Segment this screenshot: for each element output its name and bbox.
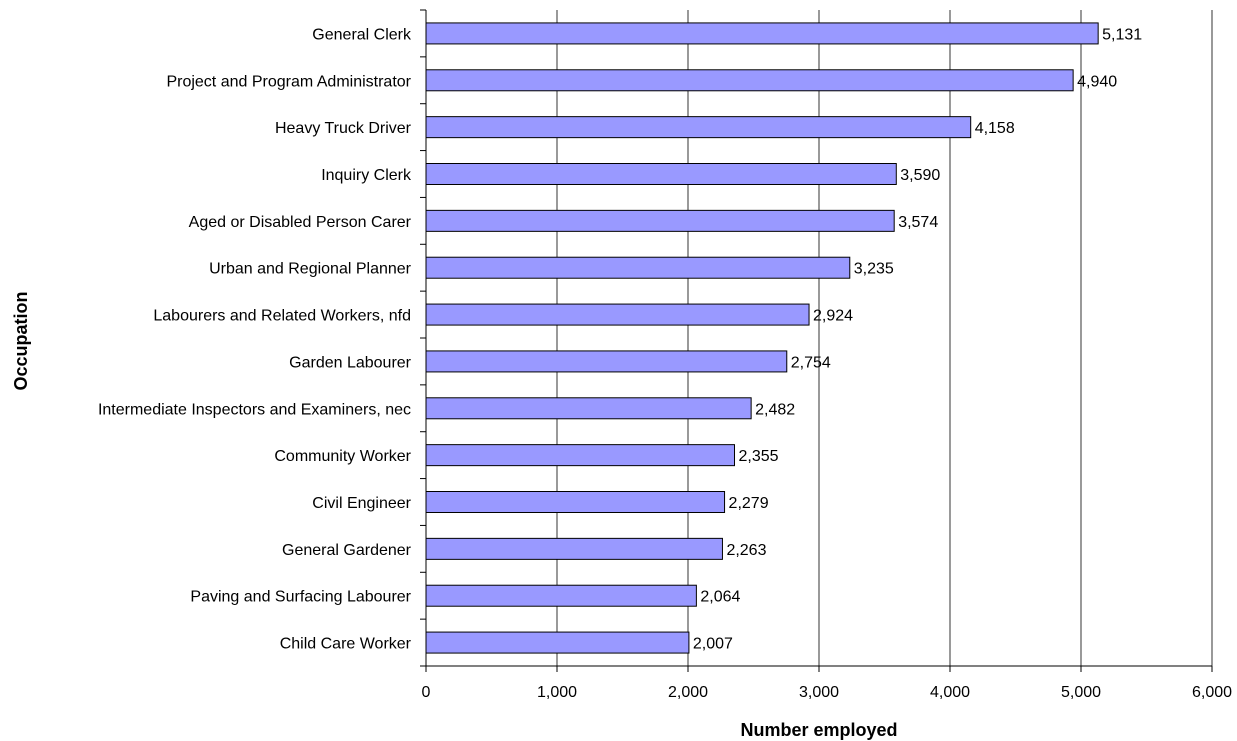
category-label: Child Care Worker <box>280 636 412 653</box>
data-label: 2,279 <box>729 495 769 512</box>
x-tick-label: 1,000 <box>537 684 577 701</box>
gridlines <box>556 10 1213 666</box>
data-label: 4,158 <box>975 120 1015 137</box>
data-label: 4,940 <box>1077 73 1117 90</box>
data-label: 2,007 <box>693 636 733 653</box>
y-axis-title: Occupation <box>11 291 31 390</box>
x-tick-label: 3,000 <box>799 684 839 701</box>
category-label: Project and Program Administrator <box>166 73 411 90</box>
x-tick-label: 5,000 <box>1061 684 1101 701</box>
bar <box>425 69 1074 92</box>
bar <box>425 256 851 279</box>
bar <box>425 350 788 373</box>
bar <box>425 209 895 232</box>
bar <box>425 631 690 654</box>
data-label: 2,355 <box>739 448 779 465</box>
data-label: 2,482 <box>755 401 795 418</box>
data-label: 3,574 <box>898 214 938 231</box>
category-label: Civil Engineer <box>312 495 411 512</box>
bar <box>425 491 726 513</box>
category-label: Paving and Surfacing Labourer <box>190 589 411 606</box>
bar <box>425 303 810 326</box>
category-label: General Clerk <box>312 26 412 43</box>
category-label: Urban and Regional Planner <box>209 261 412 278</box>
category-label: Garden Labourer <box>289 354 412 371</box>
category-label: General Gardener <box>282 542 412 559</box>
bar <box>425 397 752 420</box>
category-label: Aged or Disabled Person Carer <box>189 214 412 231</box>
category-label: Heavy Truck Driver <box>275 120 412 137</box>
bar <box>425 22 1099 45</box>
category-label: Community Worker <box>274 448 411 465</box>
category-label: Intermediate Inspectors and Examiners, n… <box>98 401 411 418</box>
category-label: Labourers and Related Workers, nfd <box>153 308 411 325</box>
bar <box>425 584 697 607</box>
x-tick-label: 6,000 <box>1192 684 1232 701</box>
data-label: 2,263 <box>726 542 766 559</box>
labels: 0 1,000 2,000 3,000 4,000 5,000 6,000 General C… <box>98 26 1232 701</box>
bar <box>425 163 897 185</box>
x-tick-label: 2,000 <box>668 684 708 701</box>
data-label: 5,131 <box>1102 26 1142 43</box>
axes <box>420 9 1213 672</box>
x-axis-title: Number employed <box>740 720 897 740</box>
data-label: 2,924 <box>813 308 853 325</box>
data-label: 2,064 <box>700 589 740 606</box>
data-label: 2,754 <box>791 354 831 371</box>
category-label: Inquiry Clerk <box>321 167 412 184</box>
x-tick-label: 4,000 <box>930 684 970 701</box>
bar <box>425 116 972 139</box>
data-label: 3,235 <box>854 261 894 278</box>
x-tick-label: 0 <box>422 684 431 701</box>
data-label: 3,590 <box>900 167 940 184</box>
bar <box>425 444 736 467</box>
bar <box>425 537 723 560</box>
